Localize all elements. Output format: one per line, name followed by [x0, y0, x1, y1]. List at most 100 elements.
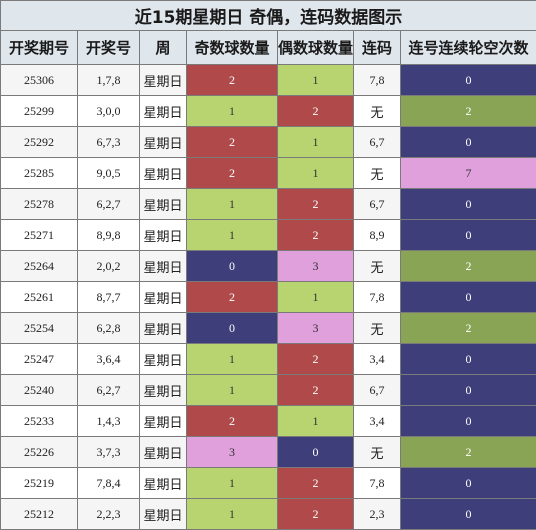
table-row: 25299 3,0,0 星期日 1 2 无 2: [0, 95, 536, 127]
numbers-cell: 8,9,8: [77, 219, 140, 251]
even-count-cell: 1: [277, 64, 354, 96]
odd-count-cell: 1: [186, 374, 278, 406]
week-cell: 星期日: [139, 250, 187, 282]
odd-count-cell: 0: [186, 250, 278, 282]
week-cell: 星期日: [139, 157, 187, 189]
table-body: 25306 1,7,8 星期日 2 1 7,8 0 25299 3,0,0 星期日 1 2 无 2 2529…: [0, 64, 536, 530]
consecutive-cell: 8,9: [353, 219, 401, 251]
consecutive-gap-cell: 2: [399, 95, 536, 127]
issue-cell: 25278: [0, 188, 78, 220]
issue-cell: 25240: [0, 374, 78, 406]
week-cell: 星期日: [139, 436, 187, 468]
week-cell: 星期日: [139, 281, 187, 313]
numbers-cell: 6,2,8: [77, 312, 140, 344]
consecutive-gap-cell: 0: [399, 405, 536, 437]
header-issue: 开奖期号: [0, 30, 78, 65]
consecutive-cell: 6,7: [353, 126, 401, 158]
odd-count-cell: 0: [186, 312, 278, 344]
week-cell: 星期日: [139, 95, 187, 127]
table-row: 25240 6,2,7 星期日 1 2 6,7 0: [0, 374, 536, 406]
odd-count-cell: 2: [186, 126, 278, 158]
issue-cell: 25292: [0, 126, 78, 158]
table-row: 25219 7,8,4 星期日 1 2 7,8 0: [0, 467, 536, 499]
odd-count-cell: 1: [186, 219, 278, 251]
consecutive-gap-cell: 0: [399, 498, 536, 530]
week-cell: 星期日: [139, 405, 187, 437]
numbers-cell: 6,2,7: [77, 188, 140, 220]
table-row: 25264 2,0,2 星期日 0 3 无 2: [0, 250, 536, 282]
consecutive-gap-cell: 0: [399, 467, 536, 499]
week-cell: 星期日: [139, 467, 187, 499]
numbers-cell: 7,8,4: [77, 467, 140, 499]
header-even-count: 偶数球数量: [277, 30, 354, 65]
table-title: 近15期星期日 奇偶，连码数据图示: [0, 0, 536, 31]
consecutive-cell: 3,4: [353, 405, 401, 437]
consecutive-gap-cell: 2: [399, 436, 536, 468]
week-cell: 星期日: [139, 343, 187, 375]
table-row: 25261 8,7,7 星期日 2 1 7,8 0: [0, 281, 536, 313]
consecutive-gap-cell: 0: [399, 188, 536, 220]
consecutive-cell: 7,8: [353, 467, 401, 499]
even-count-cell: 1: [277, 405, 354, 437]
numbers-cell: 3,6,4: [77, 343, 140, 375]
even-count-cell: 2: [277, 498, 354, 530]
numbers-cell: 6,2,7: [77, 374, 140, 406]
table-row: 25285 9,0,5 星期日 2 1 无 7: [0, 157, 536, 189]
consecutive-gap-cell: 7: [399, 157, 536, 189]
issue-cell: 25219: [0, 467, 78, 499]
week-cell: 星期日: [139, 374, 187, 406]
even-count-cell: 2: [277, 95, 354, 127]
even-count-cell: 2: [277, 467, 354, 499]
numbers-cell: 1,4,3: [77, 405, 140, 437]
odd-count-cell: 2: [186, 157, 278, 189]
even-count-cell: 2: [277, 374, 354, 406]
header-consecutive: 连码: [353, 30, 401, 65]
even-count-cell: 3: [277, 250, 354, 282]
odd-count-cell: 2: [186, 64, 278, 96]
issue-cell: 25254: [0, 312, 78, 344]
week-cell: 星期日: [139, 219, 187, 251]
table-row: 25212 2,2,3 星期日 1 2 2,3 0: [0, 498, 536, 530]
odd-count-cell: 1: [186, 343, 278, 375]
week-cell: 星期日: [139, 312, 187, 344]
header-numbers: 开奖号: [77, 30, 140, 65]
issue-cell: 25306: [0, 64, 78, 96]
table-row: 25247 3,6,4 星期日 1 2 3,4 0: [0, 343, 536, 375]
numbers-cell: 3,0,0: [77, 95, 140, 127]
even-count-cell: 2: [277, 343, 354, 375]
issue-cell: 25261: [0, 281, 78, 313]
numbers-cell: 2,2,3: [77, 498, 140, 530]
consecutive-cell: 3,4: [353, 343, 401, 375]
consecutive-cell: 6,7: [353, 374, 401, 406]
even-count-cell: 2: [277, 188, 354, 220]
numbers-cell: 1,7,8: [77, 64, 140, 96]
numbers-cell: 6,7,3: [77, 126, 140, 158]
odd-count-cell: 1: [186, 95, 278, 127]
odd-count-cell: 1: [186, 188, 278, 220]
consecutive-cell: 无: [353, 250, 401, 282]
week-cell: 星期日: [139, 64, 187, 96]
even-count-cell: 1: [277, 281, 354, 313]
header-week: 周: [139, 30, 187, 65]
header-row: 开奖期号 开奖号 周 奇数球数量 偶数球数量 连码 连号连续轮空次数: [0, 30, 536, 65]
table-row: 25271 8,9,8 星期日 1 2 8,9 0: [0, 219, 536, 251]
consecutive-gap-cell: 2: [399, 312, 536, 344]
consecutive-gap-cell: 0: [399, 64, 536, 96]
issue-cell: 25285: [0, 157, 78, 189]
numbers-cell: 9,0,5: [77, 157, 140, 189]
issue-cell: 25233: [0, 405, 78, 437]
issue-cell: 25299: [0, 95, 78, 127]
consecutive-gap-cell: 0: [399, 219, 536, 251]
table-row: 25233 1,4,3 星期日 2 1 3,4 0: [0, 405, 536, 437]
consecutive-gap-cell: 2: [399, 250, 536, 282]
odd-count-cell: 1: [186, 498, 278, 530]
even-count-cell: 3: [277, 312, 354, 344]
even-count-cell: 0: [277, 436, 354, 468]
numbers-cell: 3,7,3: [77, 436, 140, 468]
week-cell: 星期日: [139, 188, 187, 220]
consecutive-gap-cell: 0: [399, 343, 536, 375]
issue-cell: 25212: [0, 498, 78, 530]
even-count-cell: 1: [277, 157, 354, 189]
issue-cell: 25226: [0, 436, 78, 468]
